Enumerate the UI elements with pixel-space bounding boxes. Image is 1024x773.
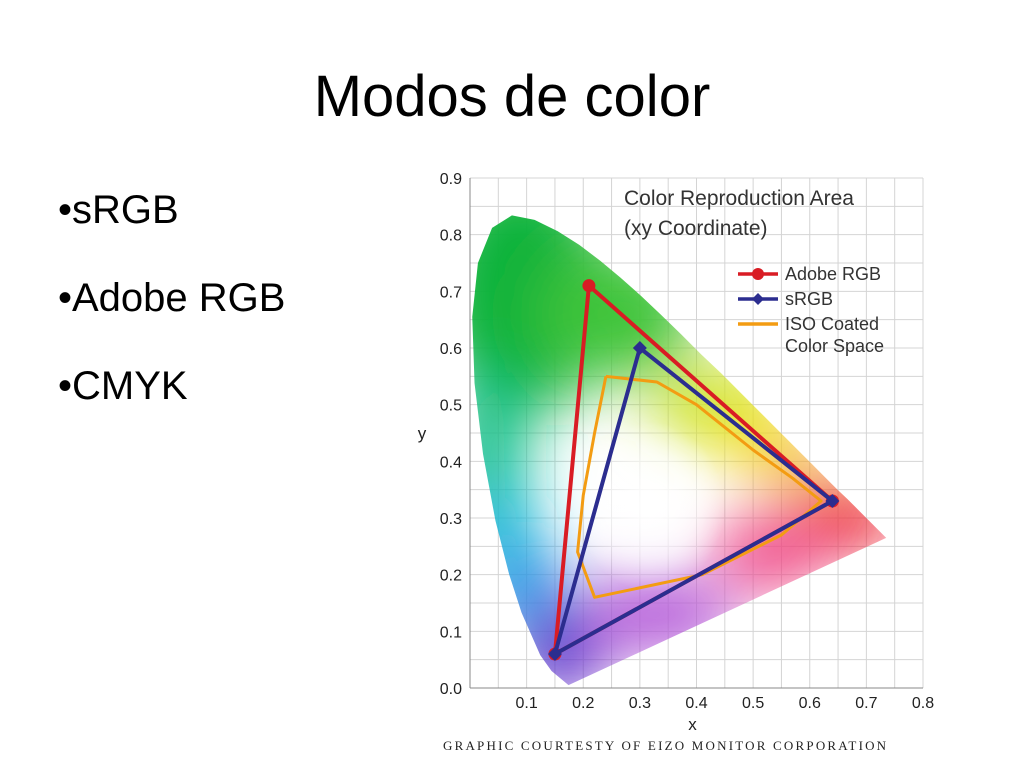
y-tick-label: 0.3 [440,511,462,528]
y-tick-label: 0.9 [440,171,462,188]
bullet-srgb: •sRGB [58,188,179,232]
y-tick-label: 0.2 [440,568,462,585]
point-srgb [825,494,840,508]
bullet-cmyk: •CMYK [58,364,188,408]
legend-label: ISO Coated [785,314,879,334]
image-credit: GRAPHIC COURTESTY OF EIZO MONITOR CORPOR… [443,738,889,753]
bullet-list: •sRGB •Adobe RGB •CMYK [58,188,285,452]
series-line-srgb [552,346,835,656]
y-tick-label: 0.7 [440,284,462,301]
y-tick-label: 0.8 [440,228,462,245]
x-tick-label: 0.1 [516,695,538,712]
x-tick-label: 0.7 [855,695,877,712]
chart-title-block: Color Reproduction Area (xy Coordinate) [624,187,854,240]
y-tick-label: 0.4 [440,454,462,471]
y-tick-label: 0.5 [440,398,462,415]
y-tick-label: 0.6 [440,341,462,358]
x-tick-label: 0.2 [572,695,594,712]
legend-marker [752,293,764,305]
point-adobe-rgb [582,279,596,293]
legend-label: sRGB [785,289,833,309]
cie-gamut-background [472,215,887,686]
point-srgb [547,647,562,661]
chart-title: Color Reproduction Area [624,187,854,210]
chart-subtitle: (xy Coordinate) [624,217,768,240]
x-tick-label: 0.8 [912,695,934,712]
bullet-adobe-rgb: •Adobe RGB [58,276,286,320]
legend-label: Adobe RGB [785,264,881,284]
point-srgb [632,341,647,355]
y-axis-label: y [418,424,427,443]
x-tick-label: 0.4 [685,695,707,712]
x-tick-label: 0.3 [629,695,651,712]
series-line-iso-coated [576,374,823,599]
magenta-region [713,512,827,592]
white-point-glow [577,421,725,592]
y-tick-label: 0.1 [440,624,462,641]
series [547,279,840,661]
legend-label: Color Space [785,336,884,356]
x-tick-label: 0.6 [799,695,821,712]
y-tick-label: 0.0 [440,681,462,698]
x-axis-label: x [688,715,697,734]
legend-marker [752,268,764,280]
x-tick-label: 0.5 [742,695,764,712]
chart-svg: 0.0 0.1 0.2 0.3 0.4 0.5 0.6 0.7 0.8 0.9 0.1 0.2 0.3 0… [418,171,934,734]
axes: 0.0 0.1 0.2 0.3 0.4 0.5 0.6 0.7 0.8 0.9 0.1 0.2 0.3 0… [418,171,934,734]
chromaticity-chart: 0.0 0.1 0.2 0.3 0.4 0.5 0.6 0.7 0.8 0.9 0.1 0.2 0.3 0… [400,158,960,768]
slide-title: Modos de color [313,64,711,129]
